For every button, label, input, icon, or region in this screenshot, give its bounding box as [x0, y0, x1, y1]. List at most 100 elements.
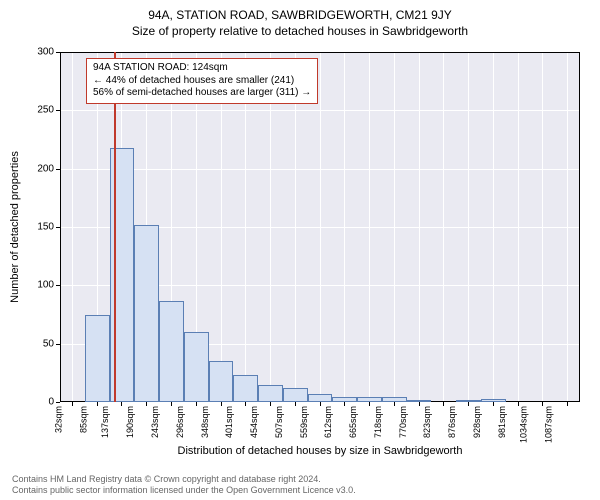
y-axis-label-wrap: Number of detached properties [8, 52, 22, 402]
x-tick-label: 928sqm [472, 406, 482, 438]
histogram-bar [134, 225, 159, 402]
x-tick-label: 770sqm [398, 406, 408, 438]
gridline-v [542, 52, 543, 402]
x-tick-mark [419, 402, 420, 406]
x-tick-mark [493, 402, 494, 406]
gridline-v [221, 52, 222, 402]
x-tick-label: 665sqm [348, 406, 358, 438]
y-tick-mark [56, 285, 60, 286]
x-tick-mark [72, 402, 73, 406]
super-title: 94A, STATION ROAD, SAWBRIDGEWORTH, CM21 … [0, 0, 600, 22]
histogram-bar [382, 397, 407, 402]
x-tick-label: 559sqm [299, 406, 309, 438]
footer-attribution: Contains HM Land Registry data © Crown c… [12, 474, 356, 496]
histogram-bar [357, 397, 382, 402]
gridline-v [295, 52, 296, 402]
x-tick-label: 85sqm [79, 406, 89, 433]
histogram-bar [481, 399, 506, 403]
x-tick-label: 823sqm [422, 406, 432, 438]
histogram-bar [456, 400, 481, 402]
x-axis-label: Distribution of detached houses by size … [60, 445, 580, 457]
x-tick-label: 190sqm [125, 406, 135, 438]
chart-title: Size of property relative to detached ho… [0, 22, 600, 38]
annotation-line-3: 56% of semi-detached houses are larger (… [93, 87, 311, 100]
x-tick-mark [567, 402, 568, 406]
x-tick-label: 401sqm [224, 406, 234, 438]
gridline-v [567, 52, 568, 402]
gridline-v [443, 52, 444, 402]
x-tick-label: 243sqm [150, 406, 160, 438]
y-tick-label: 300 [37, 47, 54, 58]
gridline-v [72, 52, 73, 402]
x-tick-label: 1034sqm [519, 406, 529, 443]
annotation-box: 94A STATION ROAD: 124sqm ← 44% of detach… [86, 58, 318, 104]
y-tick-mark [56, 227, 60, 228]
x-tick-mark [171, 402, 172, 406]
annotation-line-2: ← 44% of detached houses are smaller (24… [93, 75, 311, 88]
x-tick-label: 612sqm [323, 406, 333, 438]
gridline-v [419, 52, 420, 402]
x-tick-mark [468, 402, 469, 406]
histogram-bar [308, 394, 333, 402]
histogram-bar [332, 397, 357, 402]
x-tick-mark [369, 402, 370, 406]
y-tick-mark [56, 110, 60, 111]
x-tick-mark [344, 402, 345, 406]
histogram-bar [110, 148, 135, 402]
gridline-v [369, 52, 370, 402]
x-tick-mark [97, 402, 98, 406]
gridline-v [493, 52, 494, 402]
x-tick-mark [295, 402, 296, 406]
x-tick-mark [270, 402, 271, 406]
y-tick-mark [56, 169, 60, 170]
histogram-bar [184, 332, 209, 402]
y-tick-mark [56, 402, 60, 403]
x-tick-mark [245, 402, 246, 406]
y-tick-label: 200 [37, 163, 54, 174]
x-tick-mark [146, 402, 147, 406]
x-tick-mark [320, 402, 321, 406]
plot-area: 05010015020025030032sqm85sqm137sqm190sqm… [60, 52, 580, 402]
x-tick-label: 32sqm [54, 406, 64, 433]
x-tick-mark [196, 402, 197, 406]
chart-container: 94A, STATION ROAD, SAWBRIDGEWORTH, CM21 … [0, 0, 600, 500]
footer-line-1: Contains HM Land Registry data © Crown c… [12, 474, 356, 485]
histogram-bar [85, 315, 110, 403]
y-axis-label: Number of detached properties [9, 151, 21, 303]
x-tick-label: 1087sqm [544, 406, 554, 443]
x-tick-label: 876sqm [447, 406, 457, 438]
x-tick-label: 296sqm [175, 406, 185, 438]
annotation-line-1: 94A STATION ROAD: 124sqm [93, 62, 311, 75]
gridline-v [468, 52, 469, 402]
gridline-v [394, 52, 395, 402]
x-tick-label: 454sqm [249, 406, 259, 438]
gridline-v [320, 52, 321, 402]
x-tick-label: 137sqm [100, 406, 110, 438]
gridline-v [270, 52, 271, 402]
y-tick-mark [56, 344, 60, 345]
histogram-bar [233, 375, 258, 402]
y-tick-label: 250 [37, 105, 54, 116]
histogram-bar [407, 400, 432, 402]
gridline-v [518, 52, 519, 402]
x-tick-label: 507sqm [274, 406, 284, 438]
y-tick-label: 100 [37, 280, 54, 291]
x-tick-mark [221, 402, 222, 406]
histogram-bar [283, 388, 308, 402]
gridline-v [344, 52, 345, 402]
x-tick-label: 718sqm [373, 406, 383, 438]
gridline-v [245, 52, 246, 402]
histogram-bar [159, 301, 184, 403]
footer-line-2: Contains public sector information licen… [12, 485, 356, 496]
x-tick-mark [121, 402, 122, 406]
y-tick-label: 150 [37, 222, 54, 233]
y-tick-label: 50 [43, 338, 54, 349]
x-tick-label: 348sqm [199, 406, 209, 438]
y-tick-mark [56, 52, 60, 53]
reference-line [114, 52, 116, 402]
histogram-bar [258, 385, 283, 403]
x-tick-label: 981sqm [497, 406, 507, 438]
x-tick-mark [394, 402, 395, 406]
x-tick-mark [443, 402, 444, 406]
histogram-bar [209, 361, 234, 402]
